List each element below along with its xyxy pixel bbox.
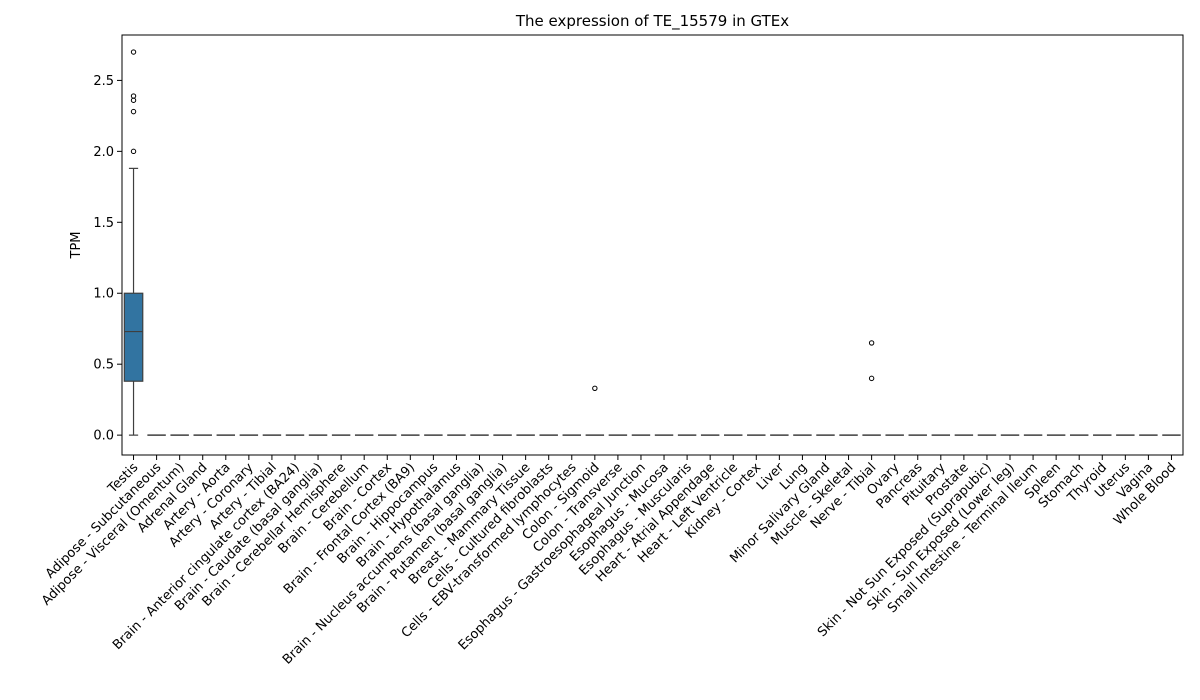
y-tick-label: 0.0	[93, 429, 114, 444]
y-tick-label: 2.5	[93, 74, 114, 89]
outlier-point	[592, 385, 598, 392]
outlier-point	[130, 97, 137, 103]
outlier-point	[868, 340, 875, 346]
y-tick-label: 2.0	[93, 145, 114, 160]
outlier-point	[868, 375, 875, 382]
box-0	[123, 49, 144, 436]
chart-title: The expression of TE_15579 in GTEx	[515, 12, 789, 31]
y-tick-label: 0.5	[93, 358, 114, 373]
box-body	[123, 292, 144, 382]
outlier-point	[130, 108, 137, 115]
y-tick-label: 1.0	[93, 287, 114, 302]
plot-frame	[121, 34, 1184, 456]
y-tick-label: 1.5	[93, 216, 114, 231]
y-axis-label: TPM	[69, 232, 84, 260]
outlier-point	[130, 93, 137, 99]
outlier-point	[130, 49, 137, 55]
outlier-point	[130, 148, 137, 155]
